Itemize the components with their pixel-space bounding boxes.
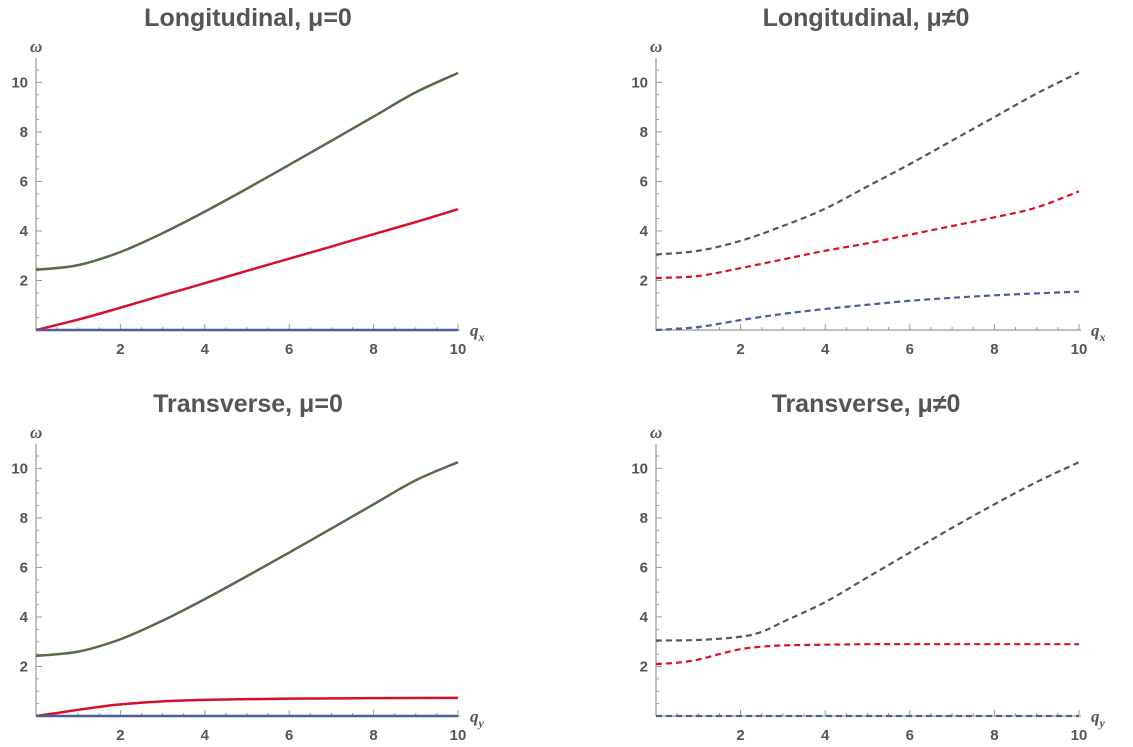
x-tick-label: 6 [285,341,293,358]
series-line-1 [35,461,459,658]
x-tick-label: 10 [450,341,467,358]
x-tick-label: 6 [285,727,293,744]
y-tick-label: 8 [640,510,648,527]
series-line-2 [35,696,459,718]
y-tick-label: 8 [20,510,28,527]
series-line-3 [655,290,1080,332]
x-tick-label: 2 [116,727,124,744]
series-line-1 [35,71,459,272]
x-axis-label-subscript: x [478,330,485,344]
chart-title: Longitudinal, μ≠0 [763,4,970,32]
x-axis-label: qx [1091,321,1106,344]
x-tick-label: 10 [1071,727,1088,744]
y-tick-label: 4 [20,223,29,240]
x-axis-label: qx [470,321,485,344]
x-tick-label: 6 [906,341,914,358]
y-tick-label: 4 [640,609,649,626]
x-axis-label-subscript: y [1098,716,1106,730]
y-tick-label: 4 [20,609,29,626]
y-tick-label: 8 [640,124,648,141]
chart-title: Transverse, μ≠0 [772,390,961,418]
y-axis-label: ω [30,423,42,442]
y-tick-label: 6 [20,559,28,576]
x-axis-label-subscript: y [477,716,485,730]
x-tick-label: 2 [736,341,744,358]
y-tick-label: 10 [11,460,28,477]
x-tick-label: 2 [116,341,124,358]
y-axis-label: ω [650,37,662,56]
y-axis-label: ω [30,37,42,56]
x-tick-label: 4 [201,727,210,744]
x-axis-label: qy [1091,707,1106,730]
y-tick-label: 2 [20,658,28,675]
y-axis-label: ω [650,423,662,442]
y-tick-label: 10 [11,74,28,91]
series-line-1 [655,461,1080,642]
series-line-1 [655,71,1080,256]
x-tick-label: 8 [369,341,377,358]
series-line-2 [655,643,1079,666]
y-tick-label: 10 [631,460,648,477]
x-axis-label-main: q [470,321,479,340]
x-axis-label-subscript: x [1099,330,1106,344]
y-tick-label: 2 [640,272,648,289]
chart-title: Transverse, μ=0 [153,390,343,418]
x-tick-label: 4 [821,341,830,358]
y-tick-label: 8 [20,124,28,141]
x-tick-label: 4 [821,727,830,744]
y-tick-label: 2 [20,272,28,289]
series-line-2 [35,207,459,332]
x-tick-label: 8 [990,727,998,744]
y-tick-label: 4 [640,223,649,240]
y-tick-label: 6 [640,173,648,190]
y-tick-label: 6 [20,173,28,190]
y-tick-label: 2 [640,658,648,675]
x-tick-label: 8 [990,341,998,358]
chart-title: Longitudinal, μ=0 [144,4,352,32]
x-tick-label: 4 [201,341,210,358]
x-tick-label: 6 [906,727,914,744]
y-tick-label: 10 [631,74,648,91]
x-tick-label: 8 [369,727,377,744]
series-line-2 [655,190,1080,280]
x-tick-label: 10 [1071,341,1088,358]
x-axis-label-main: q [470,707,479,726]
x-tick-label: 2 [736,727,744,744]
x-tick-label: 10 [450,727,467,744]
x-axis-label: qy [470,707,485,730]
x-axis-label-main: q [1091,707,1100,726]
y-tick-label: 6 [640,559,648,576]
x-axis-label-main: q [1091,321,1100,340]
